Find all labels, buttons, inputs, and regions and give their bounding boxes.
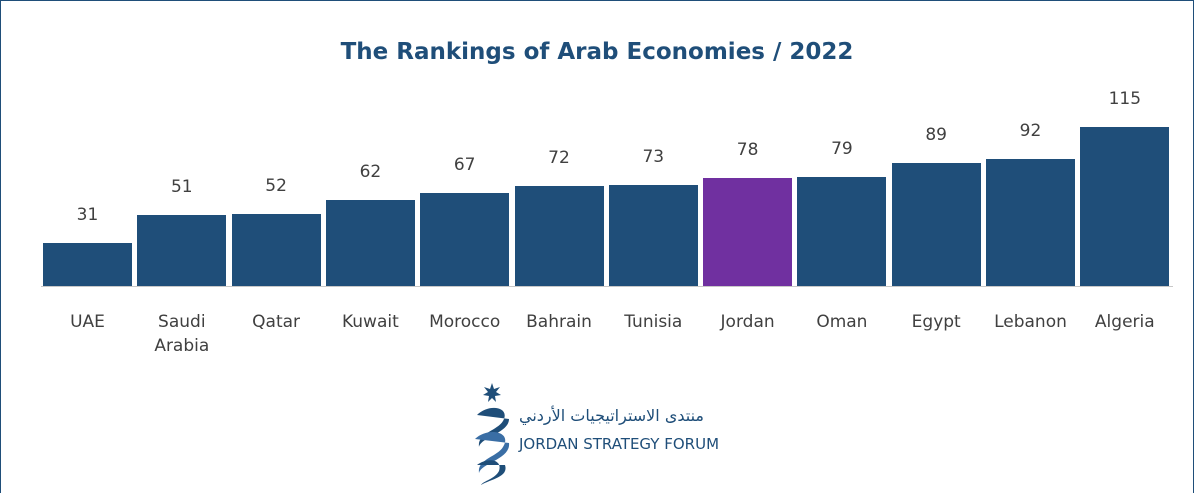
bar [514, 186, 604, 286]
bar [325, 200, 415, 286]
bar [231, 214, 321, 286]
x-tick-label: Morocco [429, 312, 501, 332]
bar [891, 162, 981, 286]
value-label: 115 [1108, 88, 1142, 109]
logo-icon [475, 383, 510, 485]
value-label: 31 [76, 205, 99, 226]
value-label: 89 [925, 124, 947, 145]
x-tick-label: Algeria [1094, 312, 1155, 332]
bar [703, 178, 793, 286]
value-label: 62 [359, 162, 382, 183]
value-label: 78 [736, 140, 759, 161]
x-tick-label: Qatar [252, 312, 301, 332]
bar [797, 176, 887, 286]
chart-title: The Rankings of Arab Economies / 2022 [340, 39, 854, 65]
x-tick-label: Saudi Arabia [154, 312, 210, 356]
logo-arabic: منتدى الاستراتيجيات الأردني [519, 406, 704, 425]
x-tick-label: Jordan [720, 312, 775, 332]
value-label: 52 [265, 176, 287, 197]
logo-english: JORDAN STRATEGY FORUM [519, 435, 720, 453]
value-label: 73 [642, 147, 665, 168]
x-tick-label: Lebanon [994, 312, 1067, 332]
bar [420, 193, 510, 286]
x-tick-label: Bahrain [526, 312, 592, 332]
bar [43, 243, 132, 286]
value-label: 51 [170, 177, 193, 198]
x-tick-label: Egypt [911, 312, 961, 332]
value-label: 67 [453, 155, 476, 176]
bar [1080, 126, 1170, 286]
baseline [41, 286, 1173, 287]
x-tick-label: Kuwait [341, 312, 399, 332]
value-label: 72 [548, 148, 570, 169]
value-label: 92 [1019, 120, 1042, 141]
bar [608, 185, 698, 286]
x-tick-label: Tunisia [624, 312, 683, 332]
value-label: 79 [831, 138, 853, 159]
x-tick-label: UAE [70, 312, 105, 332]
x-tick-label: Oman [816, 312, 868, 332]
bar [137, 215, 227, 286]
bar [986, 158, 1075, 286]
